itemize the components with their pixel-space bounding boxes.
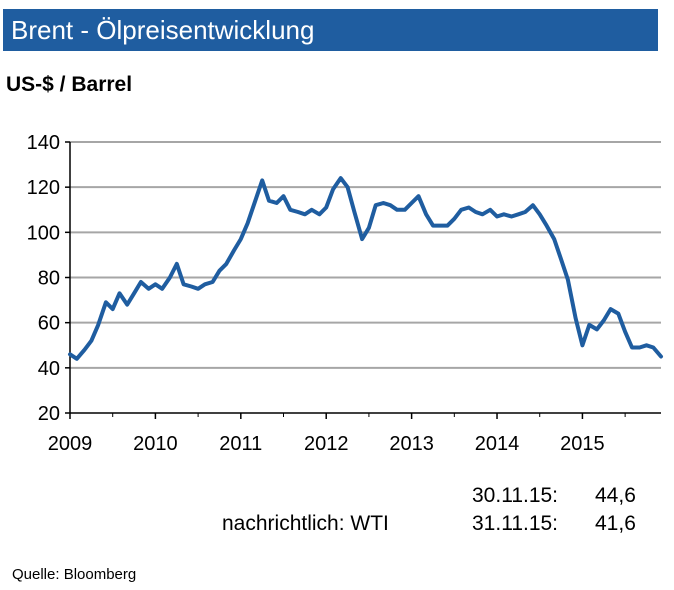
y-tick-label: 100	[27, 222, 60, 244]
source-note: Quelle: Bloomberg	[12, 566, 137, 583]
series-line	[68, 176, 663, 361]
y-tick-label: 120	[27, 177, 60, 199]
note-wti-label: nachrichtlich: WTI	[222, 512, 389, 535]
x-tick-label: 2014	[475, 433, 520, 455]
x-tick-label: 2011	[219, 433, 262, 455]
chart-title: Brent - Ölpreisentwicklung	[3, 9, 658, 51]
note-brent-date: 30.11.15:	[472, 484, 559, 507]
line-chart: 20 40 60 80 100 120 140 2009 2010 2011 2012 2013 201…	[27, 132, 663, 455]
x-tick-label: 2010	[133, 433, 178, 455]
y-tick-label: 40	[38, 358, 60, 380]
y-tick-label: 20	[38, 403, 60, 425]
x-tick-label: 2012	[304, 433, 349, 455]
x-tick-label: 2013	[389, 433, 434, 455]
note-wti-date: 31.11.15:	[472, 512, 559, 535]
unit-label: US-$ / Barrel	[6, 73, 133, 96]
y-tick-label: 140	[27, 132, 60, 154]
note-wti-value: 41,6	[595, 512, 636, 535]
x-tick-label: 2009	[48, 433, 93, 455]
y-tick-label: 60	[38, 313, 60, 335]
x-tick-label: 2015	[560, 433, 605, 455]
note-brent-value: 44,6	[595, 484, 636, 507]
y-tick-label: 80	[38, 268, 60, 290]
